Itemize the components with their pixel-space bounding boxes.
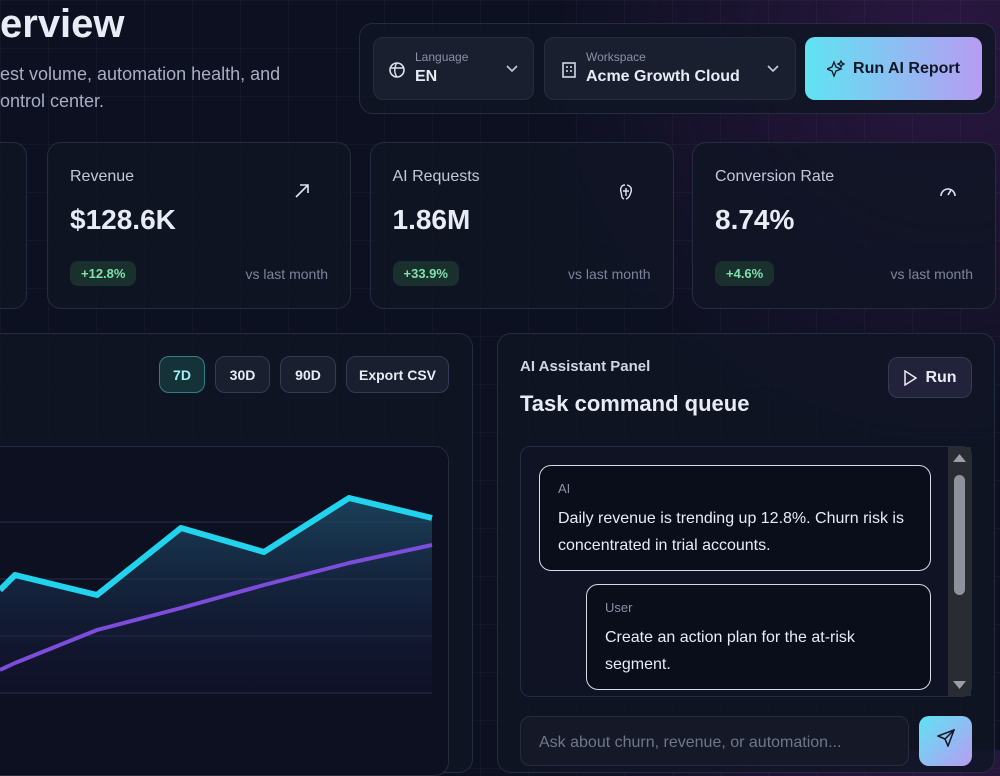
kpi-card [0,142,27,309]
kpi-icon [295,184,309,198]
role: User [605,600,633,615]
value: EN [415,68,438,85]
placeholder: Ask about churn, revenue, or automation.… [539,734,842,751]
kpi-icon [619,184,632,200]
subtitle: ontrol center. [0,91,105,111]
kpi-note: vs last month [568,266,651,282]
kpi-label: Conversion Rate [715,168,835,185]
send-button[interactable] [919,716,972,766]
kpi-icon [940,188,956,197]
globe-icon [389,62,405,78]
kpi-note: vs last month [890,266,973,282]
ai-message: AI Daily revenue is trending up 12.8%. C… [539,465,931,571]
kpi-value: $128.6K [70,204,176,235]
run-button[interactable]: Run [888,357,972,398]
scroll-up[interactable] [953,453,966,463]
sparkle-icon [827,59,846,78]
range-button[interactable]: 30D [215,356,270,393]
kpi-change: +12.8% [70,261,137,286]
scroll-down[interactable] [953,680,966,690]
range-button[interactable]: 90D [280,356,336,393]
label: Run AI Report [853,59,960,77]
chevron [767,65,779,73]
subtitle: est volume, automation health, and [0,64,281,84]
kpi-note: vs last month [245,266,328,282]
label: Workspace [586,50,646,64]
chart-graphic [0,495,433,694]
kpi-change: +33.9% [392,261,459,286]
play-icon [904,369,918,386]
chevron [506,65,518,73]
page-title: erview [0,2,125,46]
scroll-thumb[interactable] [954,475,965,595]
kpi-card: AI Requests 1.86M +33.9% vs last month [369,142,674,309]
kpi-change: +4.6% [715,261,775,286]
kpi-card: Conversion Rate 8.74% +4.6% vs last month [692,142,996,309]
user-message: User Create an action plan for the at-ri… [586,584,931,690]
run-report-button[interactable]: Run AI Report [805,37,982,100]
chat-input[interactable]: Ask about churn, revenue, or automation.… [520,716,909,766]
kpi-label: AI Requests [392,168,480,185]
kpi-card: Revenue $128.6K +12.8% vs last month [47,142,351,309]
export-button[interactable]: Export CSV [346,356,449,393]
role: AI [558,481,571,496]
message-text: Daily revenue is trending up 12.8%. Chur… [558,510,904,554]
label: Language [415,50,469,64]
range-button[interactable]: 7D [159,356,205,393]
language-select[interactable]: Language EN [373,37,534,100]
building-icon [562,62,576,78]
workspace-select[interactable]: Workspace Acme Growth Cloud [544,37,796,100]
panel-kicker: AI Assistant Panel [520,358,651,375]
panel-title: Task command queue [520,391,750,416]
label: Run [925,368,957,386]
message-text: Create an action plan for the at-risk se… [605,629,855,673]
scrollbar[interactable] [948,447,971,696]
send-icon [936,729,955,747]
kpi-value: 1.86M [392,204,471,235]
kpi-value: 8.74% [715,204,795,235]
kpi-label: Revenue [70,168,135,185]
value: Acme Growth Cloud [586,68,740,85]
